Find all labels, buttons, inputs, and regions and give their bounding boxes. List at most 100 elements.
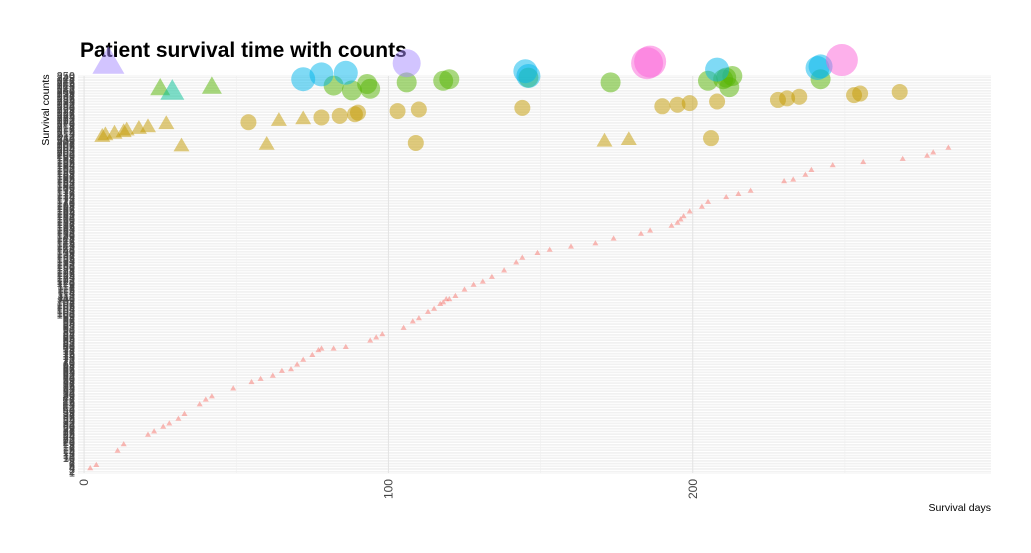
- y-tick-label: 208: [57, 137, 75, 149]
- y-tick-label: 194: [57, 160, 75, 172]
- scatter-point: [295, 110, 312, 125]
- y-tick-label: 157: [57, 219, 75, 231]
- y-tick-label: 38: [63, 409, 75, 421]
- scatter-point: [501, 267, 508, 273]
- y-tick-label: 90: [63, 326, 75, 338]
- y-tick-label: 16: [63, 444, 75, 456]
- scatter-point: [392, 49, 421, 78]
- y-tick-label: 10: [63, 453, 75, 465]
- y-tick-label: 6: [69, 460, 75, 472]
- scatter-point: [705, 198, 711, 204]
- y-tick-label: 11: [64, 452, 75, 464]
- y-tick-label: 175: [57, 190, 75, 202]
- y-tick-label: 162: [57, 211, 75, 223]
- y-tick-label: 224: [57, 112, 75, 124]
- y-tick-label: 212: [57, 131, 75, 143]
- y-tick-label: 12: [63, 450, 75, 462]
- scatter-point: [160, 79, 185, 100]
- y-tick-label: 58: [63, 377, 75, 389]
- y-tick-label: 126: [57, 268, 75, 280]
- y-tick-label: 127: [57, 267, 75, 279]
- y-tick-label: 231: [57, 101, 75, 113]
- y-tick-label: 67: [63, 362, 75, 374]
- scatter-point: [439, 69, 460, 90]
- scatter-point: [680, 213, 687, 219]
- scatter-point: [248, 378, 255, 385]
- y-tick-label: 34: [63, 415, 75, 427]
- y-tick-label: 105: [57, 302, 75, 314]
- x-tick-label: 100: [381, 479, 395, 499]
- y-tick-label: 85: [63, 334, 75, 346]
- y-tick-label: 57: [63, 378, 75, 390]
- y-tick-label: 204: [57, 144, 75, 156]
- scatter-point: [620, 131, 637, 145]
- y-tick-label: 30: [63, 421, 75, 433]
- x-axis-label: Survival days: [929, 502, 991, 514]
- y-tick-label: 220: [57, 118, 75, 130]
- y-axis-label: Survival counts: [40, 74, 52, 145]
- scatter-point: [668, 222, 675, 228]
- y-tick-label: 29: [63, 423, 75, 435]
- scatter-point: [166, 420, 173, 426]
- scatter-point: [647, 227, 654, 233]
- scatter-point: [638, 230, 644, 236]
- y-tick-label: 23: [63, 432, 75, 444]
- y-tick-label: 122: [57, 275, 75, 287]
- y-tick-label: 56: [63, 380, 75, 392]
- scatter-point: [705, 57, 730, 82]
- y-tick-label: 98: [63, 313, 75, 325]
- y-tick-label: 217: [57, 123, 75, 135]
- y-tick-label: 75: [63, 350, 75, 362]
- scatter-point: [410, 101, 427, 118]
- y-tick-label: 17: [63, 442, 75, 454]
- scatter-point: [288, 366, 294, 372]
- scatter-point: [781, 178, 788, 184]
- y-tick-label: 153: [57, 225, 75, 237]
- y-tick-label: 130: [57, 262, 75, 274]
- y-tick-label: 53: [63, 385, 75, 397]
- scatter-point: [600, 72, 621, 93]
- scatter-point: [300, 356, 307, 362]
- y-tick-label: 174: [57, 192, 75, 204]
- y-tick-label: 165: [57, 206, 75, 218]
- scatter-point: [488, 273, 495, 279]
- scatter-point: [367, 337, 374, 343]
- scatter-point: [114, 447, 121, 453]
- scatter-point: [698, 203, 705, 209]
- y-tick-label: 210: [57, 134, 75, 146]
- scatter-point: [592, 240, 599, 246]
- y-tick-label: 68: [63, 361, 75, 373]
- y-tick-label: 60: [63, 373, 75, 385]
- y-tick-label: 205: [57, 142, 75, 154]
- y-tick-label: 229: [57, 104, 75, 116]
- x-tick-label: 200: [686, 479, 700, 499]
- y-tick-label: 172: [57, 195, 75, 207]
- y-tick-label: 84: [63, 335, 75, 347]
- y-tick-label: 47: [63, 394, 75, 406]
- y-tick-label: 1: [69, 468, 75, 480]
- y-tick-label: 193: [57, 161, 75, 173]
- scatter-point: [825, 44, 858, 77]
- scatter-point: [924, 152, 931, 158]
- y-tick-label: 92: [63, 322, 75, 334]
- y-tick-label: 64: [63, 367, 75, 379]
- y-tick-label: 61: [63, 372, 75, 384]
- scatter-point: [92, 46, 125, 74]
- scatter-point: [201, 76, 222, 94]
- scatter-point: [294, 361, 301, 367]
- scatter-point: [686, 208, 693, 214]
- y-tick-label: 238: [57, 90, 75, 102]
- y-tick-label: 86: [63, 332, 75, 344]
- y-tick-label: 245: [57, 78, 75, 90]
- y-tick-label: 37: [63, 410, 75, 422]
- y-tick-label: 65: [63, 365, 75, 377]
- y-tick-label: 96: [63, 316, 75, 328]
- y-tick-label: 234: [57, 96, 75, 108]
- scatter-point: [519, 254, 526, 260]
- scatter-point: [534, 249, 541, 255]
- y-tick-label: 218: [57, 122, 75, 134]
- y-tick-label: 19: [63, 439, 75, 451]
- y-tick-label: 211: [57, 133, 75, 145]
- y-tick-label: 187: [57, 171, 75, 183]
